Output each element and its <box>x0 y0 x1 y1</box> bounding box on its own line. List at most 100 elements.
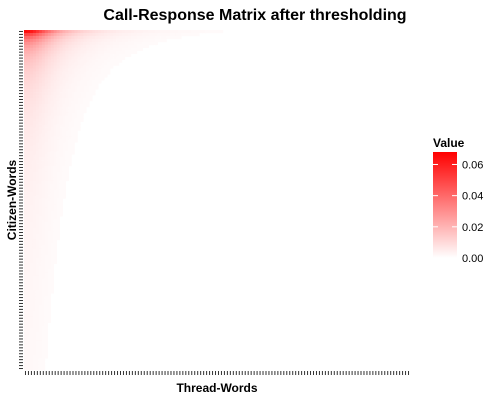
heatmap-cell <box>41 41 46 46</box>
heatmap-cell <box>32 53 37 57</box>
heatmap-cell <box>89 80 93 84</box>
heatmap-cell <box>56 56 60 60</box>
heatmap-cell <box>68 127 72 131</box>
heatmap-cell <box>38 328 43 332</box>
heatmap-cell <box>35 174 40 179</box>
heatmap-cell <box>35 163 40 167</box>
heatmap-cell <box>47 118 52 122</box>
heatmap-cell <box>29 201 34 205</box>
heatmap-cell <box>83 71 87 75</box>
heatmap-cell <box>50 207 54 211</box>
heatmap-cell <box>71 106 75 111</box>
heatmap-cell <box>53 53 57 57</box>
heatmap-cell <box>38 275 43 279</box>
heatmap-cell <box>62 50 66 54</box>
heatmap-cell <box>53 133 57 137</box>
heatmap-cell <box>116 62 120 66</box>
heatmap-cell <box>65 139 69 143</box>
heatmap-cell <box>62 53 66 57</box>
heatmap-cell <box>29 307 34 312</box>
heatmap-cell <box>44 287 49 291</box>
heatmap-cell <box>65 62 69 66</box>
heatmap-cell <box>26 74 31 78</box>
heatmap-cell <box>98 56 102 60</box>
heatmap-cell <box>35 151 40 155</box>
heatmap-cell <box>86 65 90 69</box>
heatmap-cell <box>29 127 34 131</box>
heatmap-cell <box>44 355 49 359</box>
heatmap-cell <box>116 59 120 63</box>
heatmap-cell <box>24 242 28 247</box>
heatmap-cell <box>38 177 43 182</box>
heatmap-cell <box>86 98 90 102</box>
heatmap-cell <box>26 313 31 318</box>
heatmap-cell <box>53 89 57 93</box>
heatmap-cell <box>35 180 40 185</box>
heatmap-cell <box>53 38 57 43</box>
heatmap-cell <box>59 41 63 46</box>
heatmap-cell <box>41 281 46 285</box>
heatmap-cell <box>71 103 75 108</box>
heatmap-cell <box>47 86 52 90</box>
heatmap-cell <box>32 266 37 270</box>
heatmap-cell <box>95 50 99 54</box>
heatmap-cell <box>29 310 34 315</box>
heatmap-cell <box>107 53 111 57</box>
heatmap-cell <box>65 98 69 102</box>
heatmap-cell <box>44 198 49 202</box>
heatmap-cell <box>24 210 28 214</box>
heatmap-cell <box>35 68 40 72</box>
heatmap-cell <box>53 213 57 217</box>
heatmap-cell <box>71 35 75 40</box>
heatmap-cell <box>47 281 52 285</box>
heatmap-cell <box>95 32 99 37</box>
heatmap-cell <box>53 50 57 54</box>
heatmap-cell <box>50 210 54 214</box>
heatmap-cell <box>80 38 84 43</box>
heatmap-cell <box>24 222 28 226</box>
heatmap-cell <box>89 38 93 43</box>
heatmap-cell <box>32 349 37 353</box>
heatmap-cell <box>32 319 37 323</box>
heatmap-cell <box>32 245 37 250</box>
heatmap-cell <box>41 352 46 356</box>
heatmap-cell <box>53 83 57 87</box>
heatmap-cell <box>53 154 57 158</box>
heatmap-cell <box>41 313 46 318</box>
heatmap-cell <box>62 80 66 84</box>
heatmap-cell <box>44 225 49 229</box>
heatmap-cell <box>47 62 52 66</box>
heatmap-cell <box>26 30 31 34</box>
heatmap-cell <box>62 189 66 193</box>
heatmap-cell <box>41 35 46 40</box>
heatmap-cell <box>151 41 155 46</box>
heatmap-cell <box>59 198 63 202</box>
heatmap-cell <box>38 139 43 143</box>
heatmap-cell <box>26 160 31 164</box>
heatmap-cell <box>145 32 150 37</box>
heatmap-cell <box>59 56 63 60</box>
heatmap-cell <box>68 115 72 119</box>
heatmap-cell <box>24 299 28 303</box>
heatmap-cell <box>24 83 28 87</box>
heatmap-cell <box>53 148 57 152</box>
heatmap-cell <box>47 299 52 303</box>
heatmap-cell <box>32 95 37 99</box>
heatmap-cell <box>44 130 49 134</box>
heatmap-cell <box>77 83 81 87</box>
heatmap-cell <box>56 71 60 75</box>
heatmap-cell <box>26 92 31 96</box>
heatmap-cell <box>89 41 93 46</box>
heatmap-cell <box>53 145 57 149</box>
heatmap-cell <box>47 142 52 146</box>
heatmap-cell <box>148 38 152 43</box>
heatmap-cell <box>50 74 54 78</box>
heatmap-cell <box>24 127 28 131</box>
heatmap-cell <box>32 299 37 303</box>
heatmap-cell <box>104 68 108 72</box>
heatmap-cell <box>56 59 60 63</box>
heatmap-cell <box>35 284 40 288</box>
heatmap-cell <box>80 50 84 54</box>
heatmap-cell <box>92 71 96 75</box>
heatmap-cell <box>44 86 49 90</box>
